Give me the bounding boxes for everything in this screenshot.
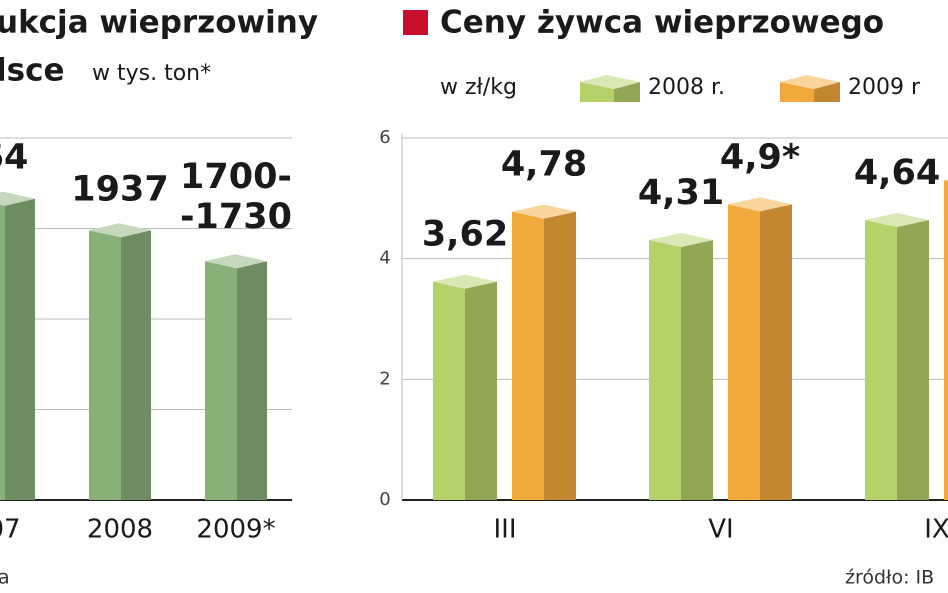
bar-front <box>205 261 237 500</box>
bar-front <box>780 82 814 102</box>
bar-front <box>0 204 5 500</box>
bar-top <box>944 179 948 182</box>
bar-side <box>5 198 35 500</box>
x-tick-label: 2008 <box>87 515 153 545</box>
left-source: a <box>0 567 10 589</box>
bar-top <box>728 197 792 212</box>
title-marker <box>403 10 428 35</box>
bar <box>649 232 713 501</box>
y-tick-label: 4 <box>379 248 390 269</box>
bar-top <box>512 204 576 219</box>
value-label: 4,9* <box>720 137 800 177</box>
bar-top <box>865 213 929 228</box>
legend-label: 2009 r <box>848 75 921 100</box>
right-title: Ceny żywca wieprzowego <box>440 5 884 41</box>
legend-label: 2008 r. <box>648 75 725 100</box>
bar <box>512 204 576 500</box>
bar-top <box>580 75 640 89</box>
x-tick-label: III <box>493 515 516 545</box>
value-label: 4,31 <box>638 173 724 213</box>
y-tick-label: 2 <box>379 368 390 389</box>
bar-front <box>580 82 614 102</box>
right-unit: w zł/kg <box>440 75 517 100</box>
value-label: 1700- <box>180 157 292 197</box>
bar-side <box>465 281 497 500</box>
bar-side <box>814 82 840 102</box>
bar-top <box>89 223 151 238</box>
value-label: 64 <box>0 138 28 178</box>
bar-front <box>728 204 760 500</box>
x-tick-label: 07 <box>0 515 21 545</box>
bar-front <box>512 211 544 500</box>
bar-top <box>205 254 267 269</box>
bar-top <box>0 191 35 206</box>
bar-side <box>121 230 151 500</box>
bar-top <box>433 274 497 289</box>
y-tick-label: 0 <box>379 489 390 510</box>
value-label: 1937 <box>71 169 168 209</box>
bar-front <box>944 180 948 500</box>
bar <box>865 213 929 500</box>
bar <box>0 191 35 500</box>
left-unit: w tys. ton* <box>92 61 211 86</box>
x-tick-label: IX <box>924 515 948 545</box>
bar-top <box>649 232 713 247</box>
bar-front <box>89 230 121 500</box>
bar <box>780 75 840 102</box>
value-label: 4,78 <box>501 145 587 185</box>
bar-side <box>544 211 576 500</box>
bar-top <box>780 75 840 89</box>
bar <box>433 274 497 500</box>
value-label: 4,64 <box>854 153 940 193</box>
x-tick-label: VI <box>708 515 733 545</box>
bar <box>205 254 267 500</box>
left-title: ukcja wieprzowiny <box>0 5 318 41</box>
bar-front <box>865 220 897 500</box>
bar <box>728 197 792 500</box>
bar-side <box>237 261 267 500</box>
bar-front <box>433 281 465 500</box>
bar <box>89 223 151 500</box>
bar-side <box>760 204 792 500</box>
bar-side <box>614 82 640 102</box>
x-tick-label: 2009* <box>196 515 275 545</box>
bar-side <box>897 220 929 500</box>
right-source: źródło: IB <box>845 567 934 589</box>
left-title: lsce <box>0 53 64 89</box>
bar-front <box>649 239 681 501</box>
bar <box>944 179 948 500</box>
y-tick-label: 6 <box>379 127 390 148</box>
value-label: -1730 <box>180 197 292 237</box>
bar-side <box>681 239 713 501</box>
value-label: 3,62 <box>422 215 508 255</box>
bar <box>580 75 640 102</box>
